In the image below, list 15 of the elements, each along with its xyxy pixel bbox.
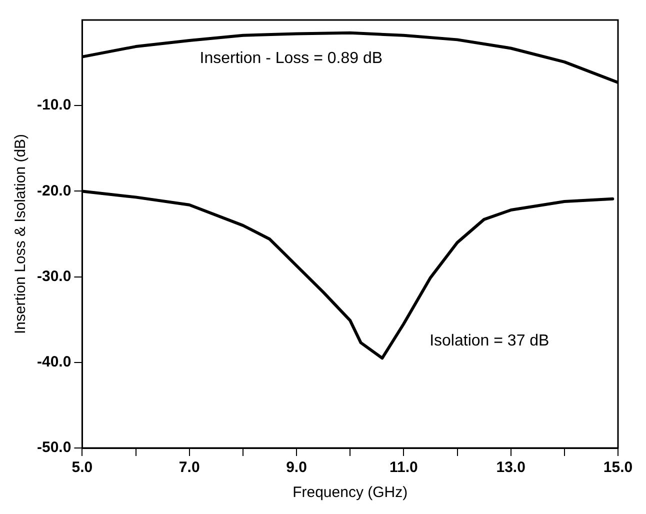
x-tick-label: 7.0 [178, 459, 200, 476]
x-tick-label: 11.0 [389, 459, 418, 476]
y-tick-label: -10.0 [36, 96, 72, 114]
annotation: Isolation = 37 dB [430, 332, 550, 350]
y-tick-label: -20.0 [36, 182, 72, 200]
annotation: Insertion - Loss = 0.89 dB [200, 50, 383, 67]
y-tick-label: -40.0 [36, 354, 72, 371]
x-tick-label: 9.0 [286, 459, 307, 476]
x-axis-title: Frequency (GHz) [292, 484, 408, 502]
y-axis-title: Insertion Loss & Isolation (dB) [12, 134, 30, 334]
y-tick-label: -30.0 [36, 268, 72, 285]
x-tick-label: 15.0 [603, 459, 633, 476]
y-tick-label: -50.0 [36, 439, 72, 456]
x-tick-label: 13.0 [496, 459, 526, 476]
x-tick-label: 5.0 [72, 459, 93, 476]
